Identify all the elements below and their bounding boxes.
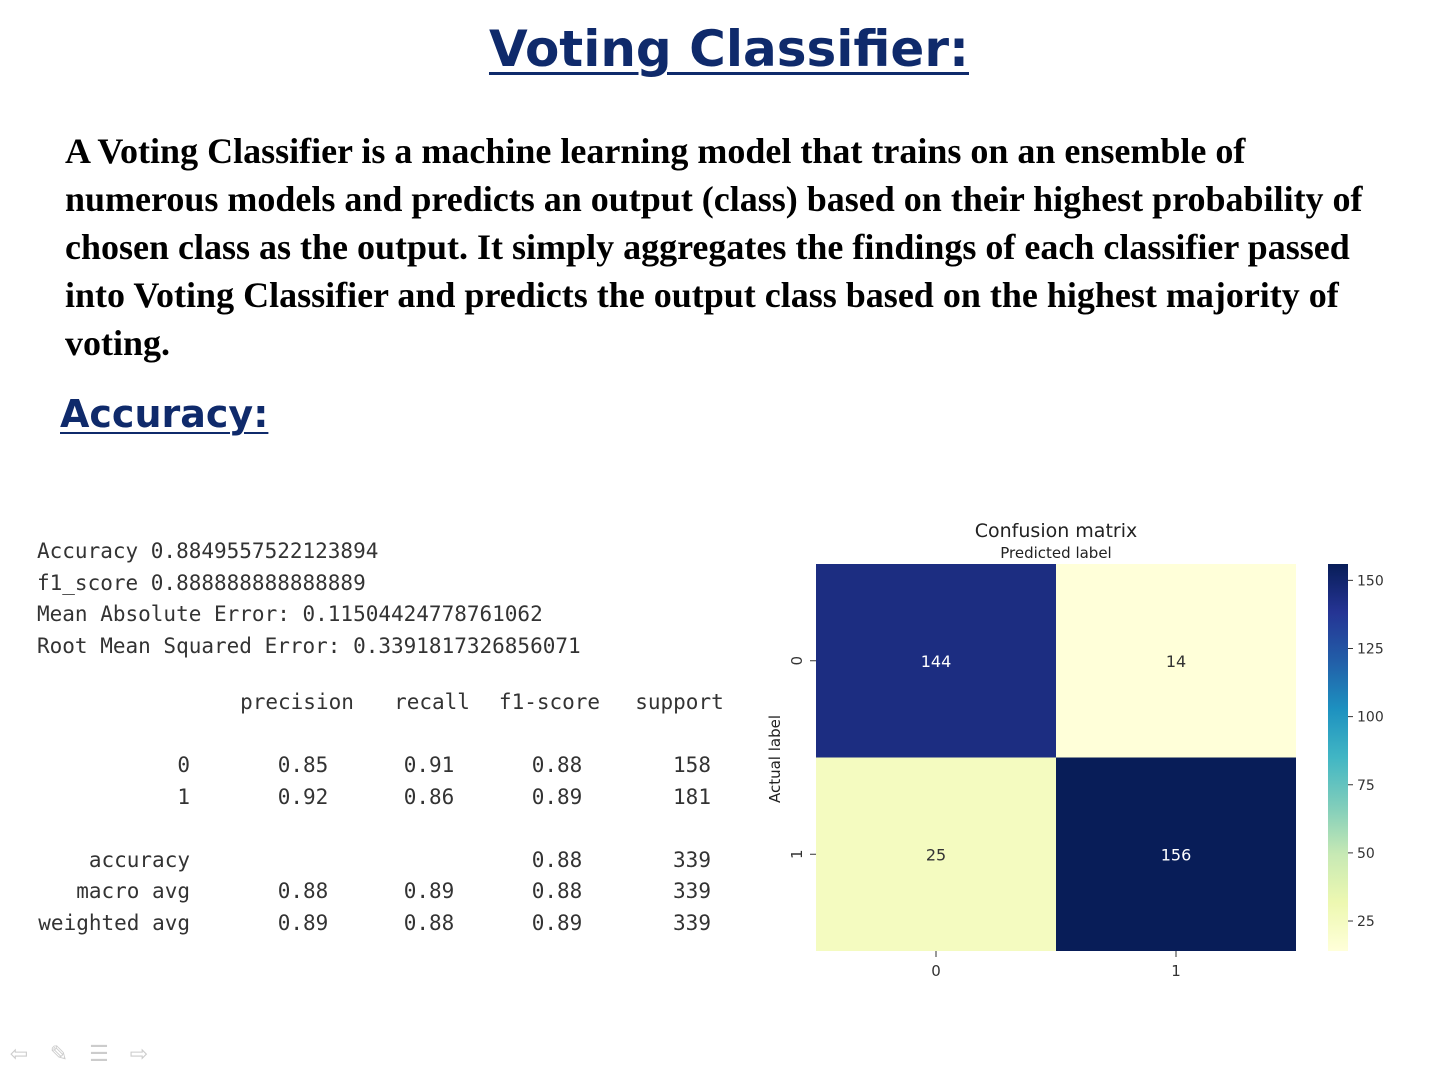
row-recall: 0.86 xyxy=(403,784,455,809)
metrics-output: Accuracy 0.8849557522123894 f1_score 0.8… xyxy=(37,536,581,662)
row-precision: 0.89 xyxy=(277,910,329,935)
slide-nav-controls: ⇦ ✎ ☰ ⇨ xyxy=(6,1041,152,1067)
colorbar-tick-label: 50 xyxy=(1357,846,1375,862)
metric-f1-score: f1_score 0.888888888888889 xyxy=(37,570,366,595)
colorbar-tick-label: 125 xyxy=(1357,641,1384,657)
colorbar-tick-label: 75 xyxy=(1357,778,1375,794)
back-arrow-icon[interactable]: ⇦ xyxy=(9,1041,29,1066)
heatmap-cell xyxy=(816,564,1056,758)
accuracy-heading: Accuracy: xyxy=(60,392,269,436)
row-recall: 0.91 xyxy=(403,753,455,777)
row-precision: 0.92 xyxy=(277,784,329,809)
header-recall: recall xyxy=(394,690,470,714)
x-axis-label: Predicted label xyxy=(1000,544,1111,562)
row-label: accuracy xyxy=(88,847,190,872)
row-f1: 0.89 xyxy=(531,910,583,935)
colorbar-tick-label: 25 xyxy=(1357,914,1375,930)
pen-icon[interactable]: ✎ xyxy=(49,1041,69,1066)
x-tick-label: 0 xyxy=(931,962,941,980)
row-label: weighted avg xyxy=(38,910,190,935)
row-support: 339 xyxy=(673,910,711,935)
header-support: support xyxy=(635,690,724,714)
heatmap-cell xyxy=(816,757,1056,951)
row-support: 181 xyxy=(673,784,711,809)
row-label: 0 xyxy=(177,753,190,777)
row-f1: 0.89 xyxy=(531,784,583,809)
cell-value-label: 144 xyxy=(921,652,952,671)
row-precision: 0.88 xyxy=(277,879,329,903)
cell-value-label: 156 xyxy=(1161,845,1192,864)
slide-title-text: Voting Classifier: xyxy=(488,20,969,78)
y-tick-label: 0 xyxy=(788,656,806,666)
menu-icon[interactable]: ☰ xyxy=(89,1041,109,1066)
slide-description: A Voting Classifier is a machine learnin… xyxy=(65,131,1363,363)
metric-rmse: Root Mean Squared Error: 0.3391817326856… xyxy=(37,633,581,658)
forward-arrow-icon[interactable]: ⇨ xyxy=(129,1041,149,1066)
colorbar-tick-label: 100 xyxy=(1357,710,1384,726)
colorbar xyxy=(1328,564,1348,951)
row-f1: 0.88 xyxy=(531,847,583,872)
row-support: 339 xyxy=(673,847,711,872)
y-axis-label: Actual label xyxy=(766,715,784,803)
row-recall: 0.88 xyxy=(403,910,455,935)
x-tick-label: 1 xyxy=(1171,962,1181,980)
row-recall: 0.89 xyxy=(403,879,455,903)
row-f1: 0.88 xyxy=(531,753,583,777)
row-label: macro avg xyxy=(76,879,190,903)
cell-value-label: 25 xyxy=(926,845,946,864)
chart-title: Confusion matrix xyxy=(975,520,1137,542)
slide-title: Voting Classifier: xyxy=(0,20,1433,78)
confusion-matrix-chart: Confusion matrix Predicted label Actual … xyxy=(740,505,1430,1000)
colorbar-tick-label: 150 xyxy=(1357,573,1384,589)
row-support: 339 xyxy=(673,879,711,903)
header-precision: precision xyxy=(240,690,354,714)
metric-accuracy: Accuracy 0.8849557522123894 xyxy=(37,539,379,563)
row-f1: 0.88 xyxy=(531,879,583,903)
heatmap-cell xyxy=(1056,564,1296,758)
cell-value-label: 14 xyxy=(1166,652,1186,671)
y-tick-label: 1 xyxy=(788,849,806,859)
row-precision: 0.85 xyxy=(277,753,329,777)
header-f1-score: f1-score xyxy=(498,690,601,714)
row-support: 158 xyxy=(673,753,711,777)
heatmap-cell xyxy=(1056,757,1296,951)
row-label: 1 xyxy=(177,784,190,809)
confusion-matrix-svg: Confusion matrix Predicted label Actual … xyxy=(766,520,1384,980)
metric-mae: Mean Absolute Error: 0.11504424778761062 xyxy=(37,602,543,626)
